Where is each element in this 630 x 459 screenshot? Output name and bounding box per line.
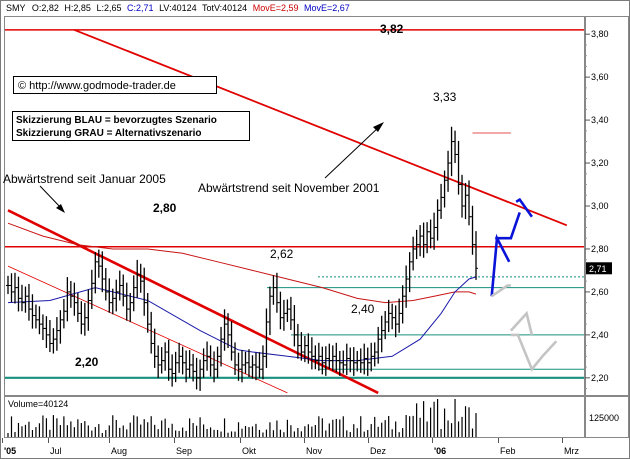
y-tick-label: 3,40 [591, 115, 609, 125]
trendline-nov2001 [74, 29, 568, 227]
copyright-box [13, 76, 217, 94]
x-tick-label: Aug [111, 446, 127, 456]
scenario-legend-line-1: Skizzierung BLAU = bevorzugtes Szenario [16, 115, 217, 126]
annotation-trend-nov2001: Abwärtstrend seit November 2001 [198, 181, 380, 195]
arrow-jan2005-head [56, 204, 65, 213]
x-tick-label: Okt [242, 446, 257, 456]
y-tick-label: 3,20 [591, 158, 609, 168]
x-tick-label: Sep [176, 446, 192, 456]
arrow-nov2001-head [373, 122, 384, 132]
scenario-legend-line-2: Skizzierung GRAU = Alternativszenario [16, 128, 202, 139]
scenario-blue-path-1 [495, 211, 521, 240]
y-tick-label: 2,80 [591, 244, 609, 254]
scenario-grey-path-2 [510, 333, 558, 372]
annotation-trend-jan2005: Abwärtstrend seit Januar 2005 [3, 172, 166, 186]
scenario-legend-box [12, 111, 250, 141]
x-tick-label: Mrz [564, 446, 579, 456]
annotation-level-280: 2,80 [153, 201, 177, 215]
last-price-tag [586, 262, 612, 275]
copyright-text: © http://www.godmode-trader.de [18, 80, 176, 92]
volume-plot-area [4, 396, 585, 438]
y-tick-label: 3,60 [591, 72, 609, 82]
arrow-jan2005-shaft [39, 185, 63, 210]
trendline-jan2005 [7, 209, 379, 395]
x-tick-label: '05 [4, 446, 16, 456]
scenario-grey-path-1 [509, 310, 534, 336]
y-tick-label: 2,20 [591, 373, 609, 383]
y-tick-label: 2,60 [591, 287, 609, 297]
moving-average-red [7, 222, 477, 304]
x-tick-label: Nov [306, 446, 323, 456]
chart-header: SMY O:2,82 H:2,85 L:2,65 C:2,71 LV:40124… [6, 3, 350, 13]
annotation-level-262: 2,62 [270, 247, 294, 261]
annotation-level-220: 2,20 [75, 355, 99, 369]
x-tick-label: Feb [500, 446, 516, 456]
scenario-grey-path-0 [490, 284, 511, 298]
y-axis-panel [585, 16, 629, 396]
volume-scale-label: 125000 [589, 413, 619, 423]
annotation-level-240: 2,40 [351, 302, 375, 316]
x-tick-label: Jul [50, 446, 62, 456]
annotation-level-333: 3,33 [433, 90, 457, 104]
last-price-tag-label: 2,71 [589, 264, 607, 274]
y-tick-label: 2,40 [591, 330, 609, 340]
y-tick-label: 3,00 [591, 201, 609, 211]
scenario-blue-path-2 [515, 197, 533, 218]
annotation-level-382: 3,82 [380, 22, 404, 36]
x-tick-label: '06 [434, 446, 446, 456]
y-tick-label: 3,80 [591, 29, 609, 39]
x-tick-label: Dez [370, 446, 387, 456]
volume-label: Volume=40124 [8, 399, 68, 409]
volume-axis-panel [585, 396, 629, 438]
arrow-nov2001-shaft [324, 125, 381, 179]
